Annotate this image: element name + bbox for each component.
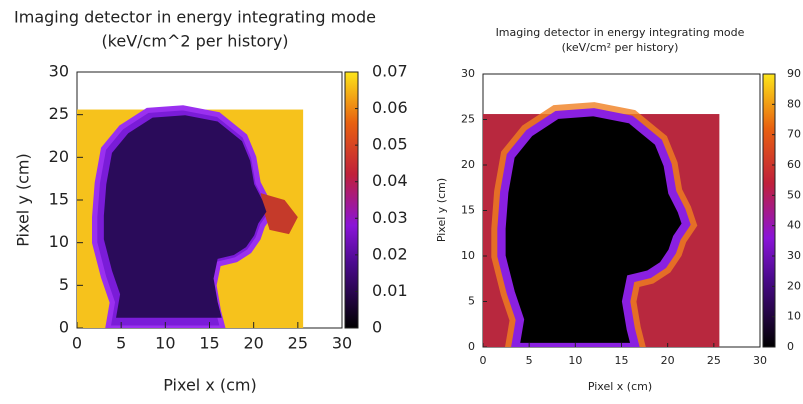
y-tick-label: 25 xyxy=(461,113,475,126)
colorbar-tick-label: 0 xyxy=(372,318,382,337)
colorbar-tick-label: 70 xyxy=(787,128,801,141)
chart-title: Imaging detector in energy integrating m… xyxy=(496,26,745,39)
y-tick-label: 0 xyxy=(468,340,475,353)
colorbar-tick-label: 10 xyxy=(787,310,801,323)
y-tick-label: 20 xyxy=(49,147,69,166)
x-tick-label: 25 xyxy=(707,354,721,367)
colorbar-tick-label: 0.04 xyxy=(372,171,408,190)
colorbar-tick-label: 0.05 xyxy=(372,135,408,154)
x-tick-label: 0 xyxy=(72,334,82,353)
x-tick-label: 15 xyxy=(615,354,629,367)
y-tick-label: 0 xyxy=(59,318,69,337)
colorbar-tick-label: 0.03 xyxy=(372,208,408,227)
heatmap xyxy=(483,112,719,347)
colorbar-tick-label: 0.07 xyxy=(372,62,408,81)
chart-title: Imaging detector in energy integrating m… xyxy=(14,8,376,27)
x-tick-label: 30 xyxy=(332,334,352,353)
chart-subtitle: (keV/cm² per history) xyxy=(562,41,679,54)
figure: Imaging detector in energy integrating m… xyxy=(0,0,803,400)
colorbar xyxy=(345,72,358,328)
x-tick-label: 10 xyxy=(155,334,175,353)
y-tick-label: 30 xyxy=(49,62,69,81)
colorbar-tick-label: 60 xyxy=(787,158,801,171)
y-tick-label: 10 xyxy=(461,249,475,262)
colorbar xyxy=(763,74,775,347)
x-tick-label: 0 xyxy=(480,354,487,367)
y-axis-label: Pixel y (cm) xyxy=(435,178,448,242)
x-tick-label: 5 xyxy=(116,334,126,353)
colorbar-tick-label: 0.02 xyxy=(372,244,408,263)
colorbar-tick-label: 30 xyxy=(787,249,801,262)
x-tick-label: 25 xyxy=(288,334,308,353)
x-tick-label: 30 xyxy=(753,354,767,367)
colorbar-tick-label: 80 xyxy=(787,97,801,110)
y-tick-label: 5 xyxy=(59,275,69,294)
x-axis-label: Pixel x (cm) xyxy=(163,376,257,395)
colorbar-tick-label: 0.06 xyxy=(372,98,408,117)
x-tick-label: 10 xyxy=(568,354,582,367)
x-tick-label: 15 xyxy=(199,334,219,353)
colorbar-tick-label: 0.01 xyxy=(372,281,408,300)
x-axis-label: Pixel x (cm) xyxy=(588,380,652,393)
y-tick-label: 25 xyxy=(49,104,69,123)
x-tick-label: 20 xyxy=(661,354,675,367)
y-tick-label: 10 xyxy=(49,232,69,251)
colorbar-tick-label: 90 xyxy=(787,67,801,80)
y-tick-label: 15 xyxy=(461,204,475,217)
chart-1: Imaging detector in energy integrating m… xyxy=(14,8,408,395)
heatmap xyxy=(77,108,303,328)
colorbar-tick-label: 20 xyxy=(787,279,801,292)
y-tick-label: 20 xyxy=(461,158,475,171)
x-tick-label: 20 xyxy=(243,334,263,353)
colorbar-tick-label: 40 xyxy=(787,219,801,232)
y-tick-label: 5 xyxy=(468,295,475,308)
y-tick-label: 30 xyxy=(461,67,475,80)
chart-subtitle: (keV/cm^2 per history) xyxy=(101,32,288,51)
colorbar-tick-label: 0 xyxy=(787,340,794,353)
colorbar-tick-label: 50 xyxy=(787,188,801,201)
chart-2: Imaging detector in energy integrating m… xyxy=(435,26,801,393)
x-tick-label: 5 xyxy=(526,354,533,367)
y-axis-label: Pixel y (cm) xyxy=(14,153,33,247)
y-tick-label: 15 xyxy=(49,190,69,209)
